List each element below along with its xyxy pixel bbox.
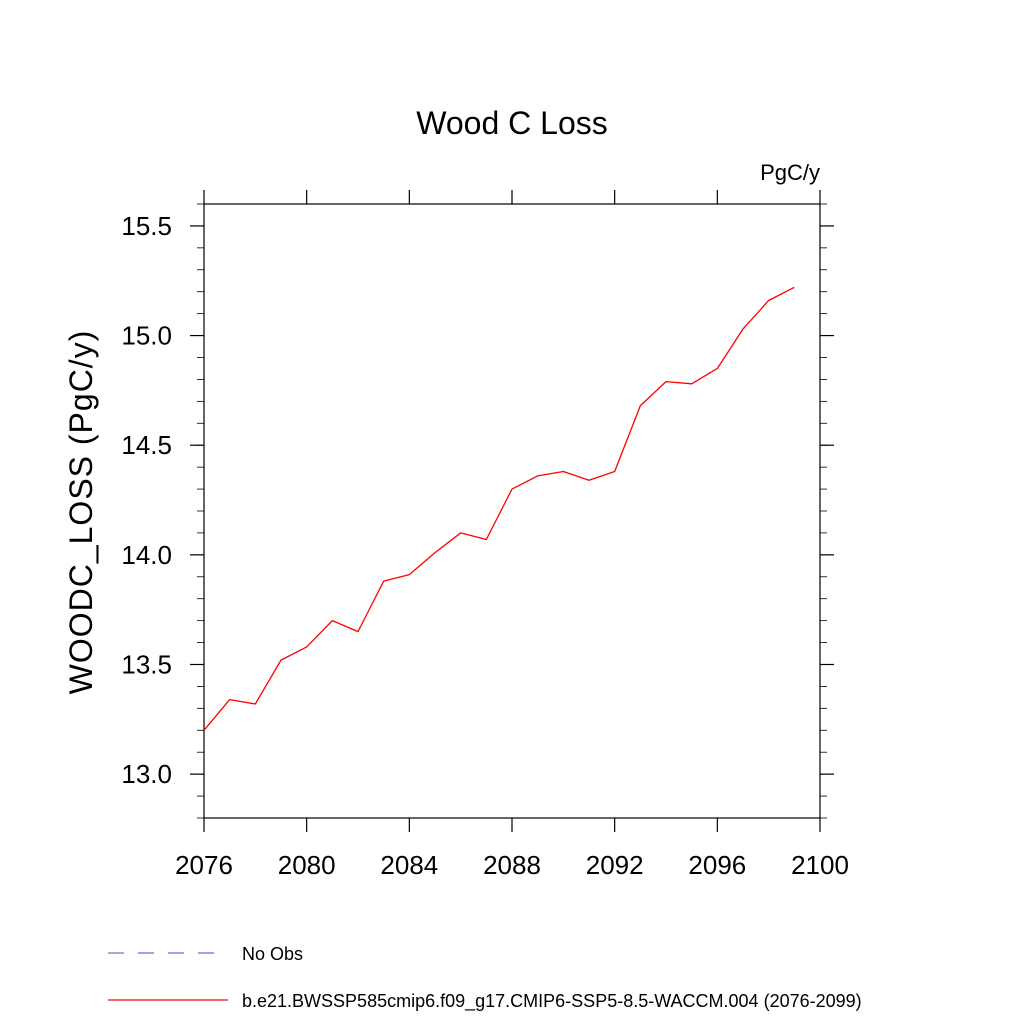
x-tick-label: 2084: [380, 850, 438, 880]
axis-ticks: [190, 190, 834, 832]
y-tick-label: 13.0: [121, 759, 172, 789]
units-label: PgC/y: [760, 160, 820, 185]
x-tick-label: 2088: [483, 850, 541, 880]
y-tick-label: 15.5: [121, 211, 172, 241]
x-tick-label: 2080: [278, 850, 336, 880]
chart-title: Wood C Loss: [416, 105, 608, 141]
axis-tick-labels: 2076 2080 2084 2088 2092 2096 2100 13.0 13.5 14.0…: [121, 211, 849, 880]
series-layer: [203, 286, 795, 731]
y-tick-label: 15.0: [121, 321, 172, 351]
x-tick-label: 2100: [791, 850, 849, 880]
legend-label-model-run: b.e21.BWSSP585cmip6.f09_g17.CMIP6-SSP5-8…: [242, 991, 862, 1012]
y-tick-label: 14.5: [121, 430, 172, 460]
x-tick-label: 2096: [688, 850, 746, 880]
y-axis-label: WOODC_LOSS (PgC/y): [63, 330, 99, 695]
x-tick-label: 2076: [175, 850, 233, 880]
series-line: [203, 286, 795, 731]
legend: No Obs b.e21.BWSSP585cmip6.f09_g17.CMIP6…: [108, 944, 862, 1012]
y-tick-label: 13.5: [121, 650, 172, 680]
plot-frame: [203, 203, 821, 819]
x-tick-label: 2092: [586, 850, 644, 880]
legend-label-no-obs: No Obs: [242, 944, 303, 964]
y-tick-label: 14.0: [121, 540, 172, 570]
